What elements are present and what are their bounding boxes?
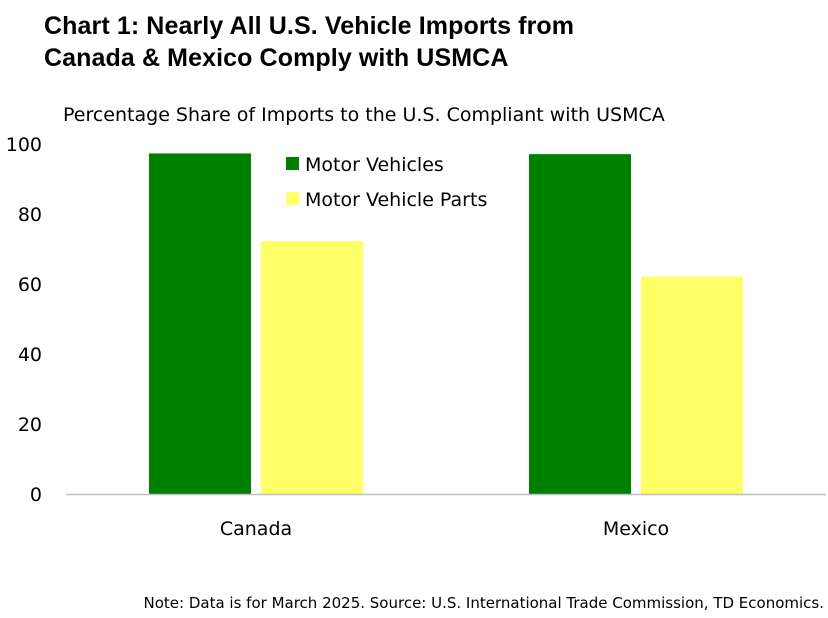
x-tick-label: Mexico <box>603 518 669 540</box>
bar-mexico-motor-vehicles <box>529 154 631 494</box>
y-tick-label: 100 <box>6 134 42 156</box>
y-tick-label: 0 <box>30 484 42 506</box>
y-tick-label: 80 <box>18 204 42 226</box>
chart-subtitle: Percentage Share of Imports to the U.S. … <box>63 104 665 126</box>
y-tick-label: 40 <box>18 344 42 366</box>
legend-label-motor-vehicles: Motor Vehicles <box>305 154 444 176</box>
legend-swatch-motor-vehicle-parts <box>286 192 299 205</box>
chart-title-line-1: Chart 1: Nearly All U.S. Vehicle Imports… <box>44 12 575 40</box>
chart-title: Chart 1: Nearly All U.S. Vehicle Imports… <box>44 10 804 74</box>
y-tick-label: 60 <box>18 274 42 296</box>
legend-swatch-motor-vehicles <box>286 157 299 170</box>
source-note: Note: Data is for March 2025. Source: U.… <box>143 594 824 612</box>
x-tick-label: Canada <box>220 518 292 540</box>
bar-mexico-motor-vehicle-parts <box>641 276 743 494</box>
legend-label-motor-vehicle-parts: Motor Vehicle Parts <box>305 189 487 211</box>
y-tick-label: 20 <box>18 414 42 436</box>
bar-canada-motor-vehicle-parts <box>261 241 363 494</box>
bar-canada-motor-vehicles <box>149 153 251 494</box>
chart-title-line-2: Canada & Mexico Comply with USMCA <box>44 44 509 72</box>
